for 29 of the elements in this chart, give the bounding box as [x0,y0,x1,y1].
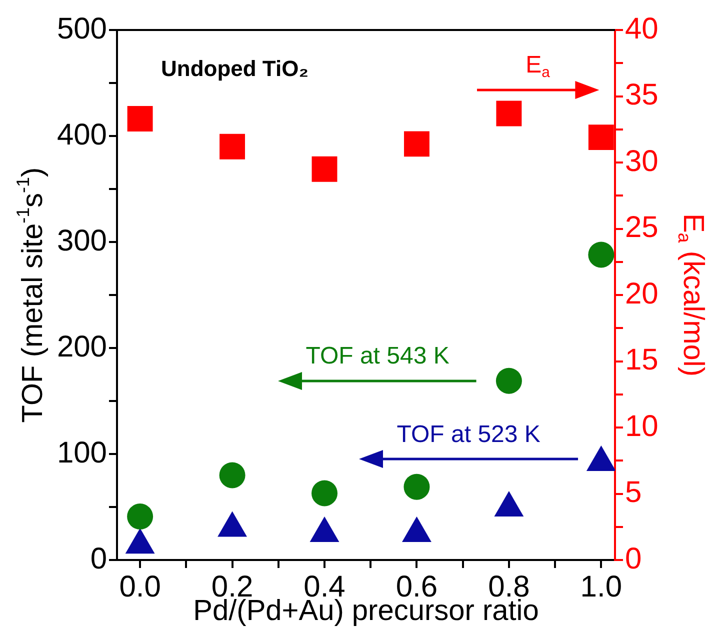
y2-tick-label: 35 [625,78,658,112]
y2-axis-title: Ea (kcal/mol) [674,213,709,377]
x-tick-label: 0.6 [396,570,438,604]
y2-tick-label: 10 [625,410,658,443]
y2-tick-label: 20 [625,277,658,310]
text: Undoped TiO₂ [161,56,308,82]
y2-tick-label: 15 [625,344,658,377]
x-tick-label: 1.0 [580,570,622,604]
text: TOF at 523 K [396,420,540,448]
point [404,131,430,157]
y-tick-label: 400 [56,118,107,152]
y-tick-label: 300 [56,224,107,258]
y-tick-label: 100 [56,436,107,470]
point [496,100,522,126]
point [127,106,153,132]
y-tick-label: 200 [56,330,107,364]
x-tick-label: 0.0 [119,570,161,604]
point [588,124,614,150]
y-tick-label: 0 [90,542,107,576]
y2-tick-label: 5 [625,476,642,510]
y2-tick-label: 25 [625,211,658,244]
y2-tick-label: 0 [625,542,642,576]
y-axis-title: TOF (metal site-1s-1) [12,167,49,423]
y2-tick-label: 30 [625,144,658,178]
point [220,134,246,160]
series-label: TOF at 543 K [306,342,450,370]
point [312,156,338,182]
y2-tick-label: 40 [625,12,658,46]
y-tick-label: 500 [56,12,107,46]
